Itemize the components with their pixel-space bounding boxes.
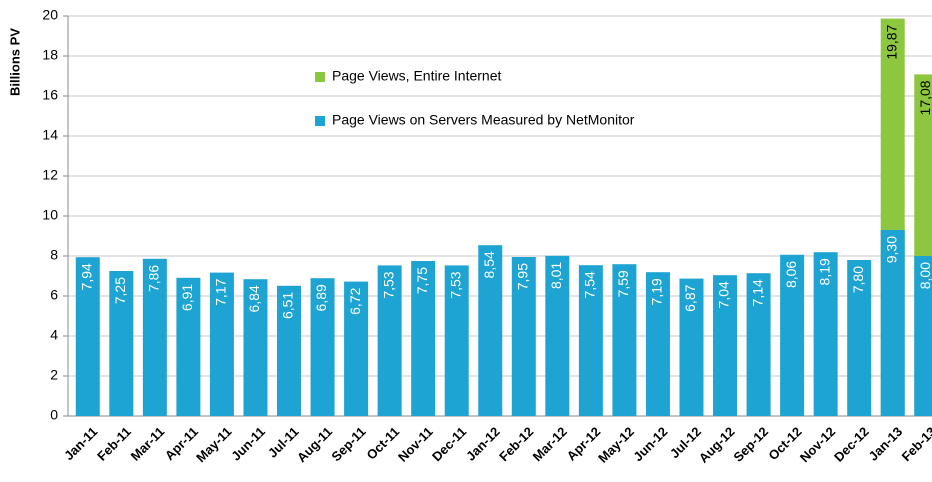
- value-label: 7,14: [749, 279, 765, 306]
- bar: [277, 285, 302, 416]
- bar: [109, 271, 134, 416]
- value-label: 6,89: [313, 284, 329, 311]
- value-label: 7,19: [649, 278, 665, 305]
- value-label: 6,51: [280, 292, 296, 319]
- bar: [444, 265, 469, 416]
- y-tick-label: 20: [42, 7, 58, 23]
- bar: [780, 254, 805, 416]
- y-tick-label: 18: [42, 47, 58, 63]
- x-tick-label: Feb-12: [496, 424, 536, 464]
- y-tick-label: 12: [42, 167, 58, 183]
- legend-swatch: [315, 116, 325, 126]
- bar: [310, 278, 335, 416]
- bar: [411, 261, 436, 416]
- bar: [914, 256, 932, 416]
- x-tick-label: Dec-12: [831, 424, 872, 465]
- x-tick-label: Jun-11: [228, 424, 268, 464]
- x-tick-label: Jun-12: [630, 424, 670, 464]
- x-tick-label: Aug-12: [696, 424, 738, 466]
- bar: [612, 264, 637, 416]
- value-label: 8,54: [481, 251, 497, 278]
- value-label: 6,87: [682, 284, 698, 311]
- value-label: 8,00: [917, 262, 932, 289]
- bar: [511, 257, 536, 416]
- value-label: 17,08: [917, 80, 932, 115]
- bar: [847, 260, 872, 416]
- x-tick-label: Sep-12: [730, 424, 771, 465]
- value-label: 7,86: [146, 265, 162, 292]
- x-tick-label: Sep-11: [328, 424, 368, 464]
- value-label: 7,80: [850, 266, 866, 293]
- y-axis-title: Billions PV: [7, 28, 22, 96]
- bar: [880, 230, 905, 416]
- value-label: 7,54: [582, 271, 598, 298]
- value-label: 7,75: [414, 267, 430, 294]
- x-tick-label: Feb-13: [899, 424, 932, 464]
- x-tick-label: May-11: [193, 424, 234, 465]
- y-tick-label: 10: [42, 207, 58, 223]
- bar: [813, 252, 838, 416]
- bar: [645, 272, 670, 416]
- x-tick-label: Dec-11: [429, 424, 469, 464]
- x-tick-label: Nov-12: [797, 424, 838, 465]
- x-tick-label: Jan-12: [463, 424, 503, 464]
- legend-label: Page Views on Servers Measured by NetMon…: [332, 112, 635, 128]
- legend-label: Page Views, Entire Internet: [332, 68, 502, 84]
- x-tick-label: Nov-11: [395, 424, 436, 465]
- x-tick-label: Jan-13: [866, 424, 906, 464]
- legend-swatch: [315, 72, 325, 82]
- x-tick-label: Mar-12: [530, 424, 570, 464]
- y-tick-label: 0: [50, 407, 58, 423]
- value-label: 7,59: [615, 270, 631, 297]
- x-tick-label: May-12: [595, 424, 637, 466]
- y-tick-label: 2: [50, 367, 58, 383]
- bar: [578, 265, 603, 416]
- value-label: 6,84: [246, 285, 262, 312]
- y-tick-label: 6: [50, 287, 58, 303]
- bar: [746, 273, 771, 416]
- bar: [344, 281, 369, 416]
- value-label: 6,91: [179, 284, 195, 311]
- value-label: 19,87: [883, 24, 899, 59]
- x-tick-label: Jan-11: [61, 424, 100, 463]
- value-label: 7,53: [447, 271, 463, 298]
- x-tick-label: Aug-11: [294, 424, 335, 465]
- x-tick-label: Mar-11: [128, 424, 168, 464]
- y-tick-label: 16: [42, 87, 58, 103]
- y-tick-label: 4: [50, 327, 58, 343]
- value-label: 6,72: [347, 287, 363, 314]
- bar: [176, 277, 201, 416]
- bar: [377, 265, 402, 416]
- value-label: 8,01: [548, 262, 564, 289]
- bar: [75, 257, 100, 416]
- bar: [243, 279, 268, 416]
- value-label: 7,17: [213, 278, 229, 305]
- x-tick-label: Feb-11: [94, 424, 134, 464]
- value-label: 9,30: [883, 236, 899, 263]
- bar: [142, 258, 167, 416]
- value-label: 7,94: [78, 263, 94, 290]
- value-label: 7,04: [716, 281, 732, 308]
- value-label: 7,95: [514, 263, 530, 290]
- value-label: 8,19: [816, 258, 832, 285]
- value-label: 7,25: [112, 277, 128, 304]
- value-label: 7,53: [380, 271, 396, 298]
- bar: [209, 272, 234, 416]
- bar: [545, 255, 570, 416]
- y-tick-label: 8: [50, 247, 58, 263]
- bar: [679, 278, 704, 416]
- bar: [713, 275, 738, 416]
- bar: [478, 245, 503, 416]
- value-label: 8,06: [783, 261, 799, 288]
- y-tick-label: 14: [42, 127, 58, 143]
